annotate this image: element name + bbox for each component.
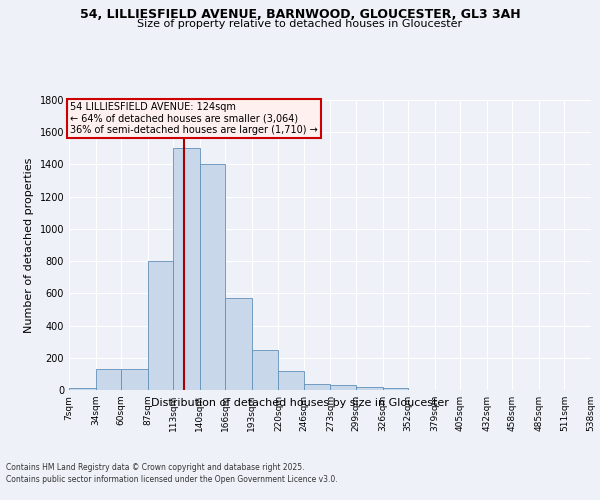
Text: Distribution of detached houses by size in Gloucester: Distribution of detached houses by size …: [151, 398, 449, 407]
Text: Contains HM Land Registry data © Crown copyright and database right 2025.: Contains HM Land Registry data © Crown c…: [6, 464, 305, 472]
Bar: [356, 387, 383, 390]
Bar: [304, 384, 331, 390]
Bar: [148, 261, 173, 390]
Y-axis label: Number of detached properties: Number of detached properties: [24, 158, 34, 332]
Bar: [95, 369, 121, 390]
Bar: [200, 164, 226, 390]
Text: 54 LILLIESFIELD AVENUE: 124sqm
← 64% of detached houses are smaller (3,064)
36% : 54 LILLIESFIELD AVENUE: 124sqm ← 64% of …: [70, 102, 318, 135]
Bar: [331, 385, 356, 390]
Text: 54, LILLIESFIELD AVENUE, BARNWOOD, GLOUCESTER, GL3 3AH: 54, LILLIESFIELD AVENUE, BARNWOOD, GLOUC…: [80, 8, 520, 20]
Bar: [226, 298, 252, 390]
Bar: [69, 388, 95, 390]
Bar: [121, 369, 148, 390]
Bar: [252, 350, 278, 390]
Text: Contains public sector information licensed under the Open Government Licence v3: Contains public sector information licen…: [6, 475, 338, 484]
Text: Size of property relative to detached houses in Gloucester: Size of property relative to detached ho…: [137, 19, 463, 29]
Bar: [383, 388, 408, 390]
Bar: [173, 148, 200, 390]
Bar: [278, 370, 304, 390]
